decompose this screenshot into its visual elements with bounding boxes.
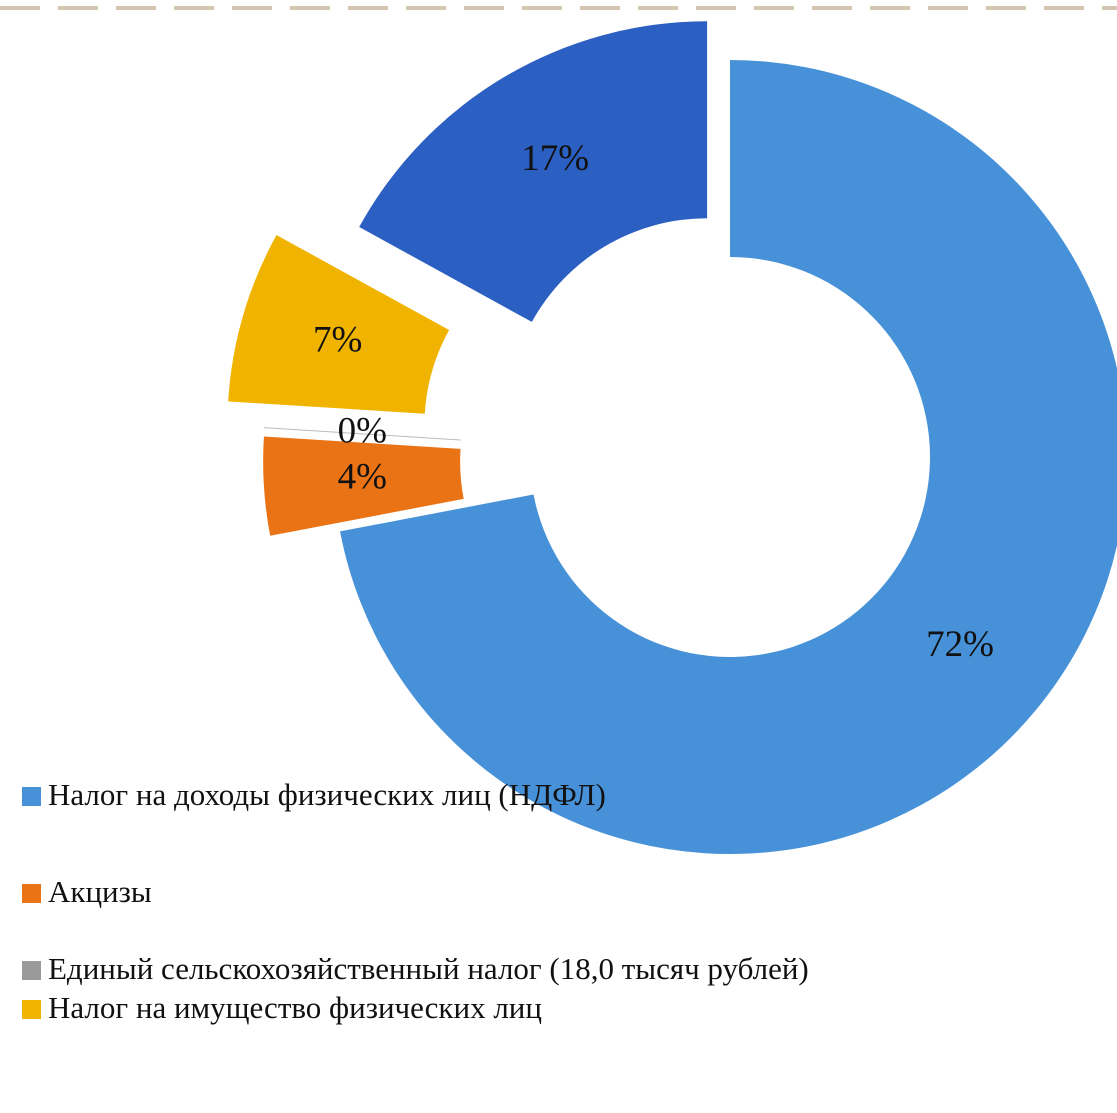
legend-swatch bbox=[22, 884, 41, 903]
legend-swatch bbox=[22, 1000, 41, 1019]
legend-item: Акцизы bbox=[22, 872, 822, 911]
legend: Налог на доходы физических лиц (НДФЛ) Акц… bbox=[22, 775, 822, 1027]
legend-label: Налог на доходы физических лиц (НДФЛ) bbox=[48, 777, 606, 812]
slice bbox=[359, 21, 708, 322]
legend-item: Налог на доходы физических лиц (НДФЛ) bbox=[22, 775, 822, 814]
legend-swatch bbox=[22, 787, 41, 806]
data-label: 7% bbox=[313, 320, 362, 361]
slice bbox=[263, 436, 464, 536]
data-label: 72% bbox=[926, 624, 994, 665]
data-label: 0% bbox=[338, 410, 387, 451]
data-label: 4% bbox=[338, 457, 387, 498]
legend-swatch bbox=[22, 961, 41, 980]
data-label: 17% bbox=[521, 138, 589, 179]
legend-label: Акцизы bbox=[48, 874, 152, 909]
legend-label: Единый сельскохозяйственный налог (18,0 … bbox=[48, 951, 809, 986]
slice bbox=[228, 235, 450, 414]
legend-label: Налог на имущество физических лиц bbox=[48, 990, 542, 1025]
slice bbox=[340, 60, 1117, 854]
legend-item: Единый сельскохозяйственный налог (18,0 … bbox=[22, 949, 822, 988]
legend-item: Налог на имущество физических лиц bbox=[22, 988, 822, 1027]
